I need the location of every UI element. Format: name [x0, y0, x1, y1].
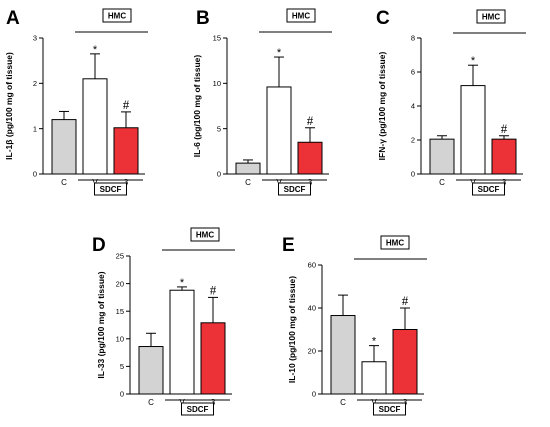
bar-v	[82, 78, 108, 175]
category-label: C	[340, 398, 346, 407]
y-tick-label: 3	[33, 34, 37, 43]
y-tick-label: 0	[312, 390, 316, 399]
bar-3	[200, 322, 226, 395]
sdcf-label-box	[373, 402, 406, 416]
bar-c	[51, 119, 77, 175]
y-tick-label: 15	[213, 34, 221, 43]
y-tick-label: 10	[213, 79, 221, 88]
category-label: C	[439, 178, 445, 187]
y-tick-label: 8	[411, 34, 415, 43]
bar-3	[113, 127, 139, 175]
y-tick-label: 20	[308, 347, 316, 356]
y-axis-label: IFN-γ (pg/100 mg of tissue)	[377, 52, 387, 161]
bar-3	[297, 141, 323, 175]
significance-star: *	[277, 47, 282, 59]
y-tick-label: 5	[217, 124, 221, 133]
category-label: C	[148, 398, 154, 407]
hmc-label-box	[380, 235, 410, 250]
sdcf-label: SDCF	[379, 405, 401, 414]
significance-hash: #	[402, 293, 409, 308]
bar-v	[460, 85, 486, 175]
hmc-label-box	[102, 8, 132, 23]
sdcf-label: SDCF	[187, 405, 209, 414]
sdcf-label-box	[181, 402, 214, 416]
sdcf-label-box	[278, 182, 311, 196]
hmc-label: HMC	[292, 12, 310, 21]
y-tick-label: 0	[217, 170, 221, 179]
y-tick-label: 25	[116, 252, 124, 261]
significance-star: *	[93, 44, 98, 56]
sdcf-label: SDCF	[100, 185, 122, 194]
significance-hash: #	[210, 282, 217, 297]
bar-v	[361, 361, 387, 395]
y-tick-label: 5	[120, 362, 124, 371]
y-tick-label: 0	[411, 170, 415, 179]
sdcf-label-box	[472, 182, 505, 196]
bar-v	[266, 86, 292, 175]
bar-3	[392, 329, 418, 395]
y-axis-label: IL-6 (pg/100 mg of tissue)	[192, 55, 202, 158]
y-tick-label: 4	[411, 102, 415, 111]
hmc-label-box	[476, 9, 506, 24]
bar-c	[429, 138, 455, 175]
hmc-label: HMC	[386, 239, 404, 248]
panel-letter: B	[196, 8, 210, 29]
y-tick-label: 0	[33, 170, 37, 179]
category-label: C	[245, 178, 251, 187]
bar-c	[330, 315, 356, 395]
y-tick-label: 60	[308, 261, 316, 270]
category-label: C	[61, 178, 67, 187]
hmc-label-box	[286, 8, 316, 23]
panel-letter: D	[92, 235, 106, 256]
y-tick-label: 40	[308, 304, 316, 313]
y-tick-label: 6	[411, 68, 415, 77]
hmc-label-box	[190, 227, 220, 242]
hmc-label: HMC	[196, 231, 214, 240]
sdcf-label: SDCF	[284, 185, 306, 194]
y-tick-label: 2	[33, 79, 37, 88]
significance-hash: #	[307, 113, 314, 128]
significance-hash: #	[123, 97, 130, 112]
significance-star: *	[471, 55, 476, 67]
y-tick-label: 10	[116, 335, 124, 344]
significance-star: *	[372, 336, 377, 348]
panel-letter: A	[6, 8, 20, 29]
bar-c	[138, 346, 164, 395]
bar-3	[491, 138, 517, 175]
bar-v	[169, 289, 195, 395]
bar-c	[235, 162, 261, 175]
y-axis-label: IL-10 (pg/100 mg of tissue)	[287, 276, 297, 383]
significance-hash: #	[501, 121, 508, 136]
panel-letter: E	[282, 235, 295, 256]
y-tick-label: 2	[411, 136, 415, 145]
hmc-label: HMC	[482, 13, 500, 22]
sdcf-label: SDCF	[478, 185, 500, 194]
panel-letter: C	[376, 8, 390, 29]
hmc-label: HMC	[108, 12, 126, 21]
y-tick-label: 20	[116, 279, 124, 288]
y-axis-label: IL-33 (pg/100 mg of tissue)	[96, 271, 106, 378]
significance-star: *	[180, 277, 185, 289]
y-tick-label: 15	[116, 307, 124, 316]
y-tick-label: 1	[33, 124, 37, 133]
y-tick-label: 0	[120, 390, 124, 399]
sdcf-label-box	[94, 182, 127, 196]
y-axis-label: IL-1β (pg/100 mg of tissue)	[4, 52, 14, 160]
